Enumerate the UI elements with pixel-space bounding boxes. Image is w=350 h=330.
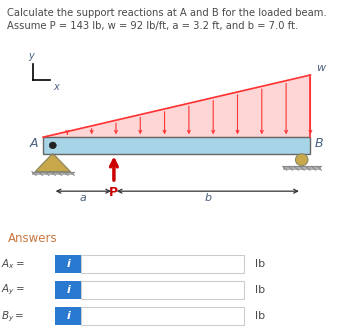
Circle shape	[49, 142, 56, 148]
Text: b: b	[204, 193, 211, 203]
Text: lb: lb	[255, 285, 265, 295]
Bar	[55, 281, 81, 299]
Bar	[55, 255, 81, 273]
Text: Assume P = 143 lb, w = 92 lb/ft, a = 3.2 ft, and b = 7.0 ft.: Assume P = 143 lb, w = 92 lb/ft, a = 3.2…	[7, 21, 298, 31]
Text: w: w	[316, 63, 325, 73]
Bar	[55, 307, 81, 325]
Text: B: B	[315, 137, 323, 150]
Text: $A_y =$: $A_y =$	[1, 283, 25, 297]
Circle shape	[295, 154, 308, 166]
Text: $B_y =$: $B_y =$	[1, 309, 25, 323]
Polygon shape	[35, 153, 70, 172]
Text: Answers: Answers	[8, 232, 58, 245]
Text: y: y	[28, 51, 34, 61]
Text: i: i	[66, 285, 70, 295]
Bar	[81, 255, 244, 273]
Text: a: a	[80, 193, 87, 203]
Text: i: i	[66, 259, 70, 269]
Bar	[32, 172, 74, 176]
Bar	[81, 307, 244, 325]
Text: lb: lb	[255, 259, 265, 269]
Text: P: P	[109, 186, 118, 199]
Text: i: i	[66, 311, 70, 321]
Text: Calculate the support reactions at A and B for the loaded beam.: Calculate the support reactions at A and…	[7, 8, 327, 18]
Text: A: A	[29, 137, 38, 150]
Polygon shape	[43, 75, 310, 137]
Text: $A_x =$: $A_x =$	[1, 257, 25, 271]
Text: lb: lb	[255, 311, 265, 321]
Bar	[283, 166, 321, 170]
Bar	[43, 137, 310, 153]
Text: x: x	[53, 82, 58, 91]
Bar	[81, 281, 244, 299]
